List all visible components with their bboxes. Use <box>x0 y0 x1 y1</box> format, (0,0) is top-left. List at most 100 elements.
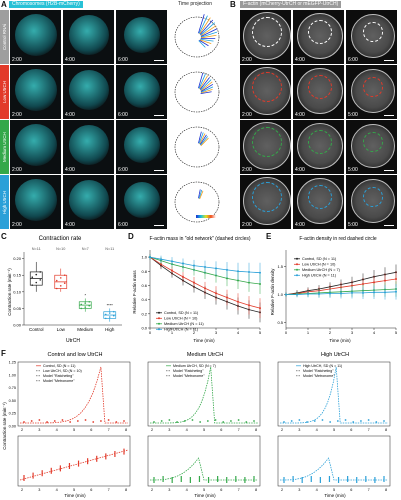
panel-b-tile: 4:00 <box>293 65 344 119</box>
e-point <box>296 293 298 296</box>
projection-streak <box>200 86 214 93</box>
d-legend-marker <box>158 322 160 325</box>
f-error-bar <box>41 470 43 477</box>
oocyte-cell <box>14 14 57 56</box>
d-point <box>237 270 239 273</box>
panel-d-plot: 0 1 2 3 4 5 0.0 0.2 0.4 0.6 0.8 1.0 Control, SD (N =… <box>141 250 262 335</box>
panel-a-tile: 4:00 <box>63 65 114 119</box>
panel-b-header: F-actin (mCherry-UtrCH or mEGFP-UtrCH) <box>240 1 342 8</box>
projection-streak <box>198 72 204 89</box>
c-point <box>88 304 91 307</box>
actin-ring <box>362 132 383 152</box>
panel-b-tile: 4:00 <box>293 120 344 174</box>
projection-streak <box>199 39 212 45</box>
f-error-bar <box>365 476 367 482</box>
oocyte-cell <box>123 17 160 53</box>
e-x-tick-label: 5 <box>395 330 398 335</box>
actin-ring <box>251 17 282 47</box>
e-point <box>340 292 342 295</box>
projection-streak <box>198 132 204 144</box>
panel-a-tile: 4:00 <box>63 175 114 229</box>
panel-e-letter: E <box>266 232 272 241</box>
e-point <box>395 290 397 293</box>
panel-a-letter: A <box>1 0 7 9</box>
f-data-point <box>92 421 95 423</box>
panel-c-axes: 0.00 0.05 0.10 0.15 0.20 Control N=11 Low N=10 Me… <box>13 247 122 332</box>
f-data-point <box>298 419 301 421</box>
f-legend-label: Model "Metronome" <box>303 374 335 378</box>
panel-b-tile: 2:00 <box>240 65 291 119</box>
d-point <box>182 275 184 278</box>
panel-b-tile: 2:00 <box>240 175 291 229</box>
scale-bar <box>384 60 394 61</box>
f-x-tick-label: 8 <box>125 488 127 492</box>
f-legend-label: Model "Metronome" <box>173 374 205 378</box>
f-error-bar <box>356 477 358 483</box>
d-point <box>193 281 195 284</box>
e-point <box>307 293 309 296</box>
e-legend-marker <box>296 274 298 277</box>
f-data-point <box>191 419 194 421</box>
panel-a-time: 2:00 <box>12 222 22 228</box>
actin-ring <box>251 127 282 157</box>
f-y-tick-label: 0.50 <box>9 399 16 403</box>
projection-outline <box>174 126 220 168</box>
f-error-bar <box>59 465 61 472</box>
e-x-tick-label: 0 <box>285 330 288 335</box>
e-point <box>373 281 375 284</box>
actin-ring <box>362 22 383 42</box>
panel-a-time: 6:00 <box>118 57 128 63</box>
oocyte-cell <box>68 70 109 110</box>
d-point <box>204 287 206 290</box>
scale-bar <box>384 225 394 226</box>
panel-a-tile: 2:00 <box>10 10 61 64</box>
panel-b-time: 5:00 <box>348 222 358 228</box>
projection-streak <box>200 83 214 92</box>
f-x-tick-label: 5 <box>203 428 205 432</box>
panel-c-xlabel: UtrCH <box>66 338 80 344</box>
d-x-tick-label: 2 <box>193 330 196 335</box>
panel-b-time: 2:00 <box>242 112 252 118</box>
f-data-point <box>61 419 64 421</box>
projection-streak <box>198 189 201 199</box>
c-point <box>88 300 91 303</box>
f-model-curve <box>20 366 128 424</box>
e-x-tick-label: 2 <box>329 330 332 335</box>
projection-streak <box>200 34 217 39</box>
f-model-curve <box>150 366 258 424</box>
panel-a-row-label: Medium UtrCH <box>0 120 9 174</box>
oocyte-cell <box>14 124 57 166</box>
f-x-tick-label: 7 <box>238 488 240 492</box>
projection-streak <box>200 91 212 95</box>
projection-streak <box>198 14 205 34</box>
f-x-tick-label: 5 <box>333 488 335 492</box>
panel-b-tile: 2:00 <box>240 10 291 64</box>
f-top-frame <box>17 361 131 427</box>
f-error-bar <box>310 476 312 482</box>
f-legend-label: Model "Ratcheting" <box>303 369 334 373</box>
f-data-point <box>283 421 285 423</box>
panel-e-title: F-actin density in red dashed circle <box>299 236 376 242</box>
f-data-point <box>69 421 72 423</box>
f-x-tick-label: 8 <box>125 428 127 432</box>
d-point <box>215 292 217 295</box>
projection-streak <box>200 88 213 94</box>
panel-b-time: 4:00 <box>295 167 305 173</box>
c-n-label: N=7 <box>82 247 89 251</box>
e-legend-label: Medium UtrCH (N = 7) <box>302 268 341 272</box>
d-x-tick-label: 3 <box>215 330 218 335</box>
projection-streak <box>199 134 207 145</box>
f-error-bar <box>68 463 71 469</box>
e-point <box>373 291 375 294</box>
panel-a-time: 4:00 <box>65 112 75 118</box>
c-point <box>112 314 115 317</box>
f-x-tick-label: 5 <box>203 488 205 492</box>
c-point <box>104 317 107 320</box>
panel-c-title: Contraction rate <box>39 236 82 242</box>
panel-c-letter: C <box>1 232 7 241</box>
f-x-tick-label: 8 <box>255 488 257 492</box>
projection-streak <box>199 190 204 200</box>
panel-d-letter: D <box>128 232 134 241</box>
panel-f-ylabel: Contraction rate (min⁻¹) <box>2 402 7 450</box>
c-significance: * <box>84 292 86 297</box>
